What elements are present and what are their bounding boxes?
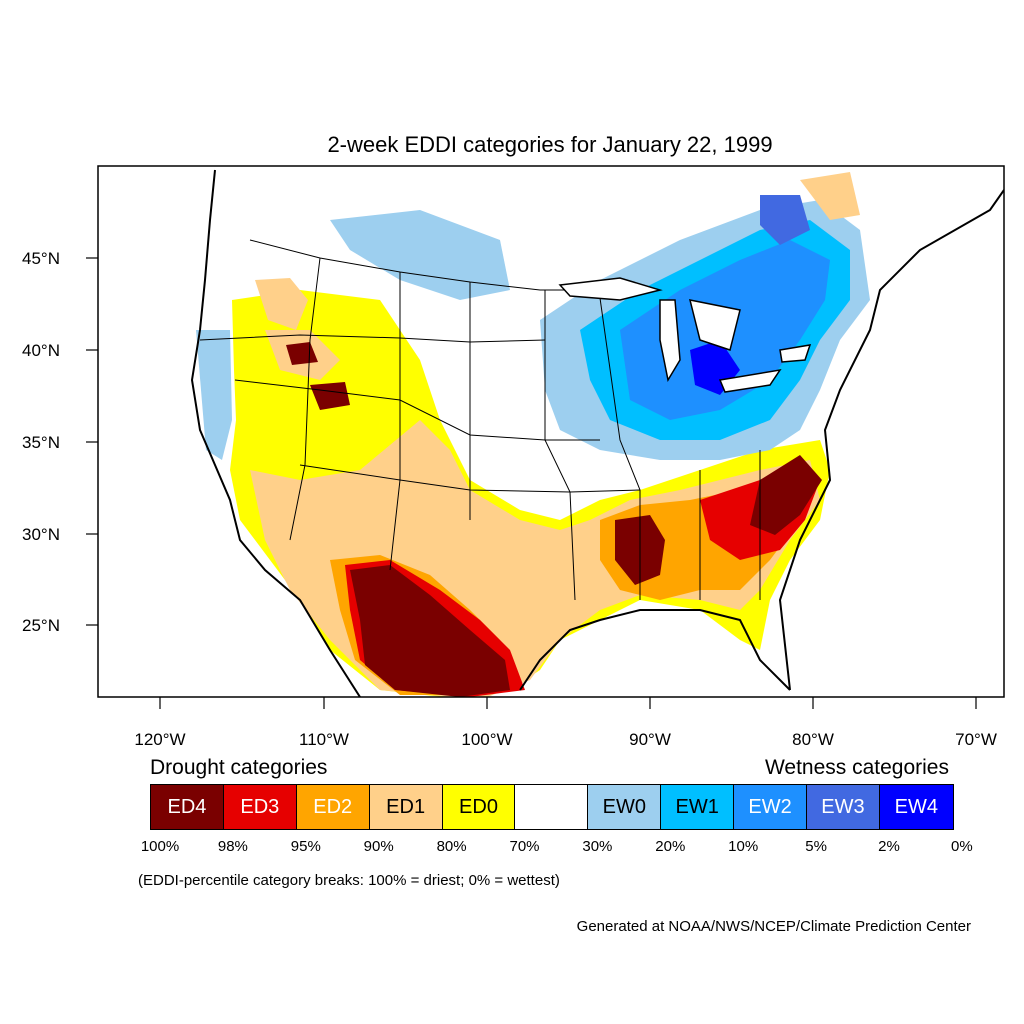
lat-ticks [86,257,98,626]
coastline-gulf [519,609,791,691]
map-title: 2-week EDDI categories for January 22, 1… [327,132,773,157]
lat-label-35: 35°N [22,433,60,452]
lon-labels: 120°W 110°W 100°W 90°W 80°W 70°W [134,730,996,749]
legend-category-ew2: EW2 [734,785,808,829]
coastline-east [778,189,1004,691]
legend-category-ew1: EW1 [661,785,735,829]
legend-category-ew0: EW0 [588,785,662,829]
legend-category-ed0: ED0 [442,785,516,829]
ed1-region-nw [255,278,308,330]
great-lakes [558,277,812,393]
map-frame [97,165,1005,698]
ed4-region-utah [310,382,350,410]
ew0-region-nplains [330,210,510,300]
legend-category-ed3: ED3 [223,785,297,829]
wetness-categories-label: Wetness categories [764,756,949,779]
percent-break-label: 10% [728,838,759,855]
lon-ticks [159,697,977,709]
category-legend: ED4 ED3 ED2 ED1 ED0 EW0 EW1 EW2 EW3 EW4 [150,784,954,830]
legend-category-ew4: EW4 [879,785,953,829]
lon-label-100: 100°W [461,730,512,749]
percent-break-label: 90% [363,838,394,855]
lon-label-110: 110°W [299,730,349,749]
percent-break-label: 0% [951,838,973,855]
state-borders [199,257,761,601]
lat-label-40: 40°N [22,341,60,360]
lon-label-120: 120°W [134,730,185,749]
drought-categories-label: Drought categories [150,756,328,779]
credit-line: Generated at NOAA/NWS/NCEP/Climate Predi… [576,918,971,935]
percent-break-label: 80% [436,838,467,855]
percent-break-label: 5% [805,838,827,855]
ed4-region-nc [750,455,822,535]
lon-label-80: 80°W [792,730,834,749]
legend-category-ed1: ED1 [369,785,443,829]
map-area [98,166,1004,697]
percent-break-label: 98% [217,838,248,855]
legend-category-neutral [515,785,589,829]
ew3-region-quebec [760,195,810,245]
legend-category-ed2: ED2 [296,785,370,829]
lat-labels: 45°N 40°N 35°N 30°N 25°N [22,249,60,635]
lon-label-90: 90°W [629,730,671,749]
lat-label-45: 45°N [22,249,60,268]
legend-category-ed4: ED4 [151,785,224,829]
percent-break-label: 100% [140,838,180,855]
percent-break-label: 20% [655,838,686,855]
lat-label-30: 30°N [22,525,60,544]
coastline-west [190,169,361,697]
eddi-map: 45°N 40°N 35°N 30°N 25°N 120°W 110°W 100… [22,165,1005,749]
ew0-region-westcoast [196,330,232,460]
percent-break-label: 70% [509,838,540,855]
ed4-region-texas [350,565,510,697]
percent-break-label: 30% [582,838,613,855]
lon-label-70: 70°W [955,730,997,749]
percent-break-label: 95% [290,838,321,855]
legend-category-ew3: EW3 [807,785,880,829]
lat-label-25: 25°N [22,616,60,635]
percent-break-label: 2% [878,838,900,855]
ed0-region-ne-canada [800,172,860,220]
category-breaks-note: (EDDI-percentile category breaks: 100% =… [138,872,560,889]
